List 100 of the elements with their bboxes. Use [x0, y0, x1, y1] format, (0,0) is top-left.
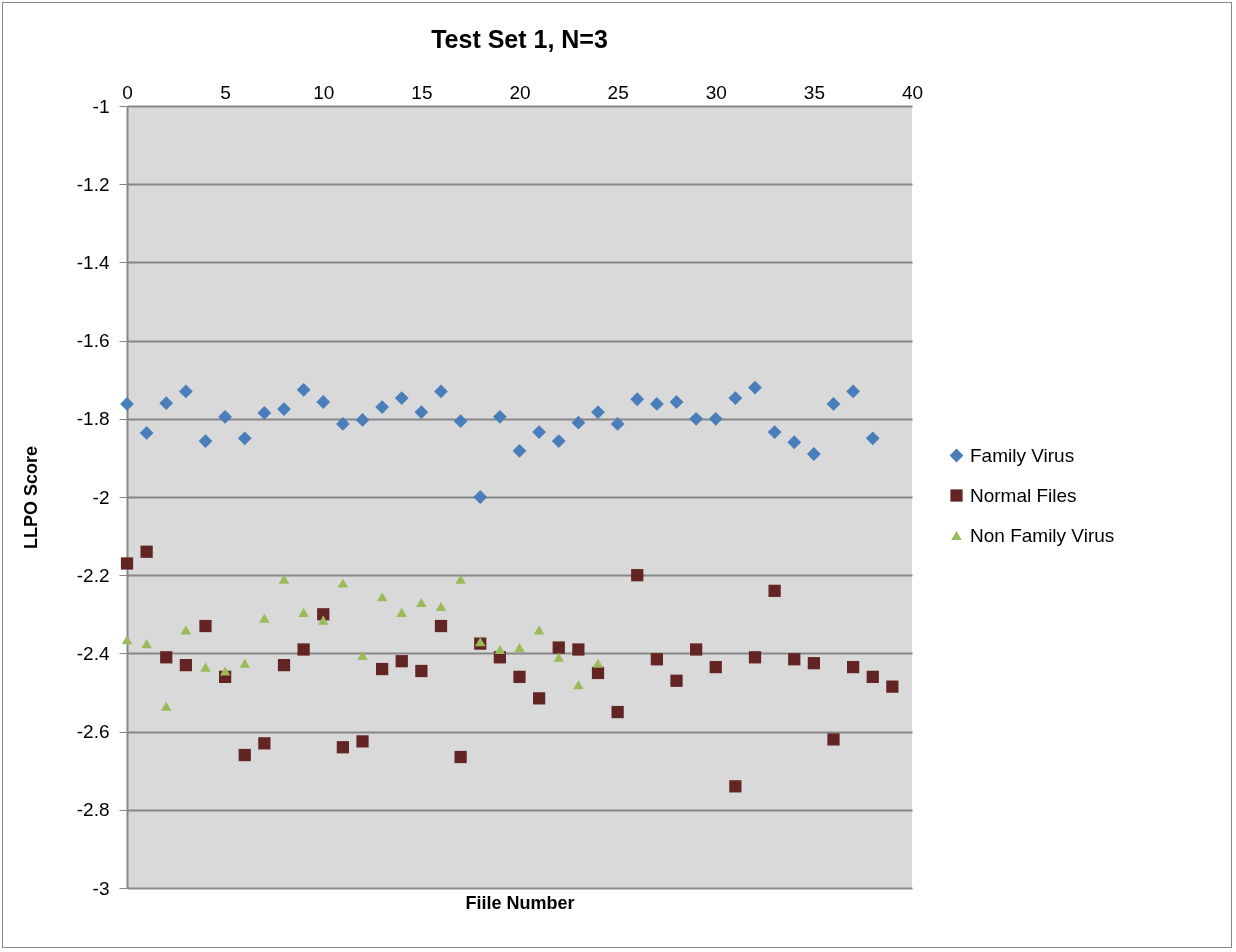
point	[788, 653, 801, 666]
point	[453, 414, 468, 429]
point	[277, 659, 291, 672]
point	[650, 653, 663, 666]
point	[767, 425, 782, 439]
point	[180, 625, 192, 635]
point	[316, 395, 331, 409]
point	[533, 692, 546, 705]
x-tick-label: 40	[901, 81, 924, 103]
point	[610, 416, 625, 431]
point	[198, 434, 213, 448]
x-tick-label: 20	[509, 81, 531, 103]
point	[141, 639, 152, 649]
point	[414, 405, 429, 420]
point	[435, 601, 447, 612]
y-tick-label: -1.4	[76, 251, 110, 273]
point	[670, 674, 683, 687]
point	[416, 598, 427, 608]
point	[434, 384, 448, 399]
point	[278, 574, 290, 584]
point	[376, 592, 388, 602]
point	[160, 651, 173, 664]
x-tick-label: 25	[607, 81, 629, 103]
point	[728, 391, 743, 405]
point	[238, 748, 251, 762]
point	[415, 664, 428, 678]
point	[140, 545, 153, 558]
legend-label: Family Virus	[970, 444, 1075, 466]
y-tick-label: -1.6	[76, 330, 110, 352]
x-axis-title: Fiile Number	[465, 892, 575, 913]
point	[298, 607, 309, 617]
point	[513, 670, 526, 683]
x-tick-label: 35	[803, 81, 825, 103]
legend-label: Normal Files	[970, 484, 1077, 506]
point	[729, 780, 742, 793]
point	[551, 434, 566, 448]
point	[121, 635, 133, 645]
point	[178, 384, 193, 399]
y-tick-label: -1.8	[76, 408, 110, 430]
point	[434, 619, 448, 633]
point	[455, 574, 466, 584]
point	[709, 660, 722, 674]
point	[375, 400, 390, 414]
point	[139, 425, 154, 440]
x-tick-label: 30	[705, 81, 727, 103]
point	[218, 409, 233, 424]
point	[649, 397, 664, 411]
point	[573, 680, 584, 690]
point	[356, 735, 369, 748]
point	[161, 701, 172, 711]
point	[886, 680, 899, 693]
point	[846, 384, 861, 399]
point	[494, 644, 506, 655]
point	[199, 619, 212, 633]
point	[806, 447, 821, 461]
y-tick-label: -1	[92, 95, 110, 117]
chart-title: Test Set 1, N=3	[431, 25, 608, 53]
point	[532, 425, 547, 439]
point	[533, 625, 545, 635]
point	[492, 409, 507, 424]
point	[357, 650, 368, 660]
point	[355, 413, 370, 427]
point	[768, 584, 781, 597]
point	[553, 652, 564, 662]
point	[865, 431, 880, 446]
point	[200, 662, 211, 672]
x-tick-label: 0	[122, 81, 133, 103]
point	[239, 658, 250, 668]
point	[297, 643, 310, 656]
point	[335, 416, 350, 431]
point	[827, 733, 840, 746]
point	[159, 396, 174, 411]
x-tick-label: 5	[220, 81, 231, 103]
legend-label: Non Family Virus	[970, 524, 1115, 546]
point	[807, 657, 820, 670]
point	[689, 411, 704, 426]
point	[318, 615, 329, 625]
point	[376, 662, 389, 676]
point	[514, 642, 525, 653]
y-tick-label: -2.8	[76, 799, 110, 821]
point	[690, 643, 703, 656]
point	[572, 643, 585, 656]
point	[395, 655, 408, 668]
point	[337, 578, 349, 588]
point	[219, 666, 231, 676]
y-tick-label: -3	[92, 877, 110, 899]
point	[259, 613, 270, 623]
point	[669, 395, 684, 409]
y-tick-label: -1.2	[76, 173, 110, 195]
point	[454, 750, 467, 764]
x-tick-label: 15	[411, 81, 433, 103]
point	[258, 737, 271, 750]
point	[571, 415, 586, 430]
point	[257, 406, 272, 420]
y-tick-label: -2	[92, 486, 110, 508]
point	[237, 431, 252, 446]
point	[179, 659, 192, 672]
x-tick-label: 10	[313, 81, 335, 103]
y-tick-label: -2.4	[76, 642, 110, 664]
point	[630, 392, 645, 407]
